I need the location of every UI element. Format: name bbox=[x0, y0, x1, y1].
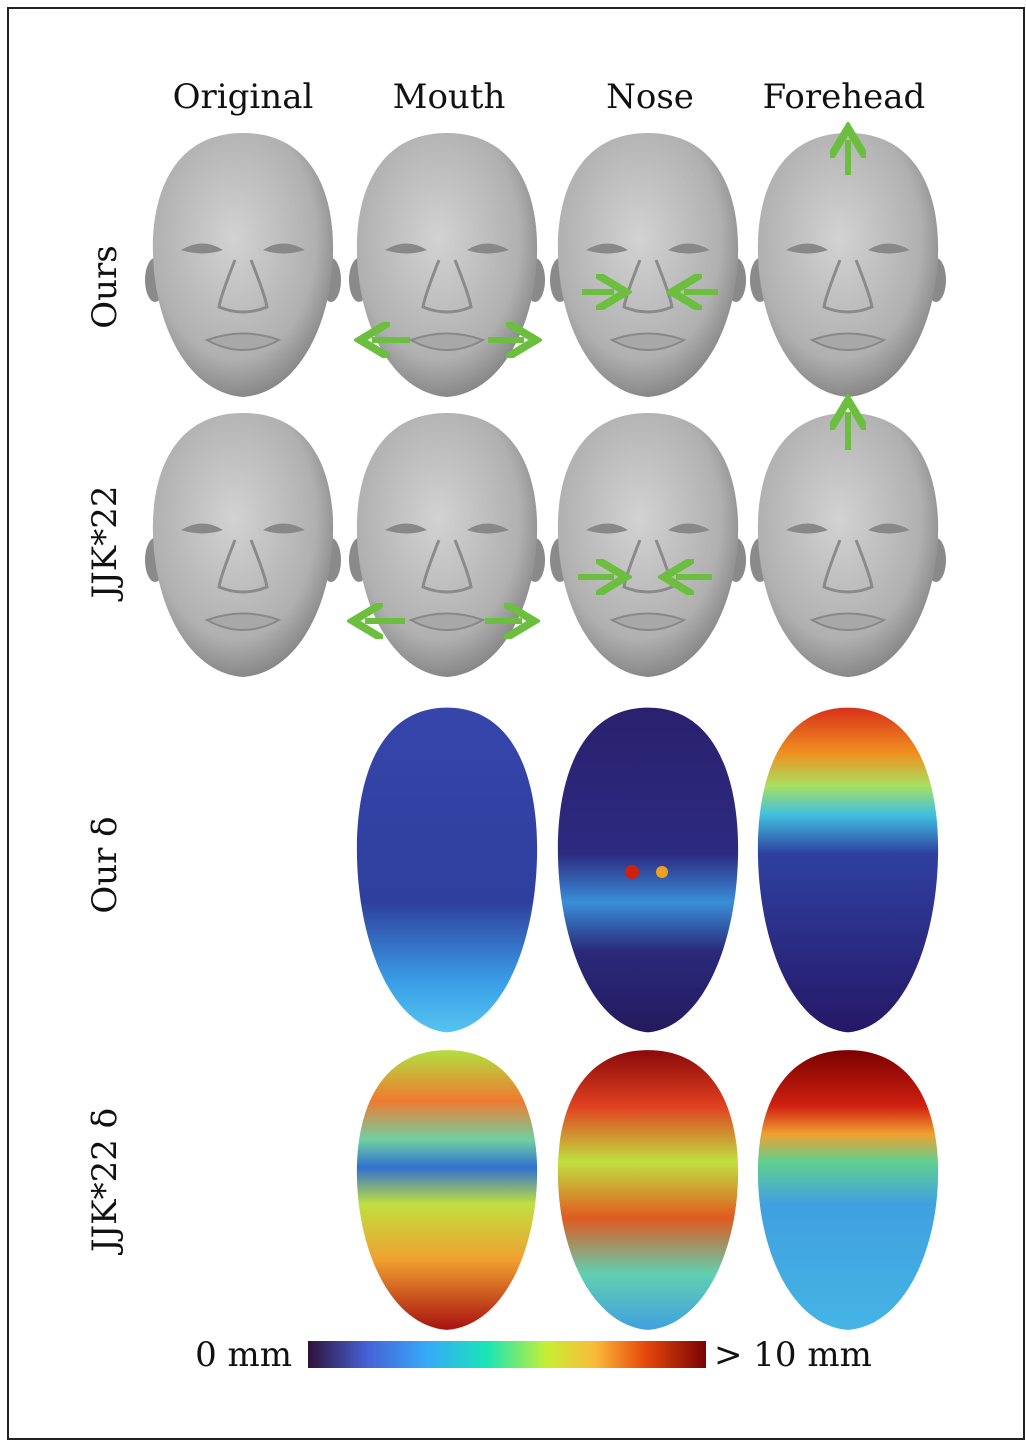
row-label: Ours bbox=[85, 245, 125, 328]
face-grid bbox=[145, 133, 946, 677]
column-header: Mouth bbox=[393, 77, 506, 117]
colorbar-min-label: 0 mm bbox=[195, 1335, 292, 1375]
column-header: Forehead bbox=[763, 77, 926, 117]
column-header: Nose bbox=[606, 77, 694, 117]
heatmaps bbox=[357, 708, 938, 1330]
figure: Original Mouth Nose Forehead Ours JJK*22… bbox=[0, 0, 1026, 1441]
colorbar bbox=[308, 1341, 706, 1368]
column-header: Original bbox=[173, 77, 314, 117]
row-label: JJK*22 bbox=[85, 486, 125, 602]
row-label: Our δ bbox=[85, 816, 125, 913]
colorbar-max-label: > 10 mm bbox=[714, 1335, 872, 1375]
row-label: JJK*22 δ bbox=[85, 1108, 125, 1255]
